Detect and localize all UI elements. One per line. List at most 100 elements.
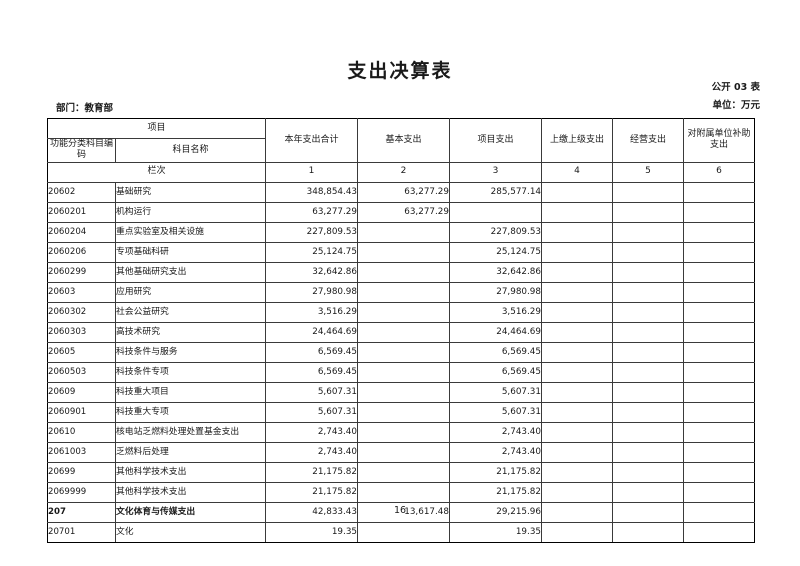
- cell-project-expenditure: 285,577.14: [449, 181, 543, 203]
- cell-operating-expenditure: [612, 381, 685, 403]
- cell-upper-level-expenditure: [541, 321, 614, 343]
- cell-function-code: 2060503: [47, 361, 116, 383]
- cell-function-code: 20610: [47, 421, 116, 443]
- cell-affiliate-subsidy-expenditure: [683, 321, 756, 343]
- table-row: 2060302 社会公益研究 3,516.29 3,516.29: [47, 301, 756, 323]
- cell-subject-name: 乏燃料后处理: [114, 441, 267, 463]
- form-number-label: 公开 03 表: [711, 82, 760, 93]
- cell-operating-expenditure: [612, 341, 685, 363]
- cell-total-expenditure: 227,809.53: [265, 221, 359, 243]
- cell-basic-expenditure: [357, 401, 451, 423]
- cell-subject-name: 其他科学技术支出: [114, 481, 267, 503]
- cell-upper-level-expenditure: [541, 481, 614, 503]
- cell-subject-name: 专项基础科研: [114, 241, 267, 263]
- cell-basic-expenditure: [357, 221, 451, 243]
- cell-total-expenditure: 3,516.29: [265, 301, 359, 323]
- table-row: 2060299 其他基础研究支出 32,642.86 32,642.86: [47, 261, 756, 283]
- cell-operating-expenditure: [612, 221, 685, 243]
- table-header-top-row: 项目 本年支出合计 基本支出 项目支出 上缴上级支出 经营支出 对附属单位补助支…: [46, 118, 756, 163]
- cell-upper-level-expenditure: [541, 401, 614, 423]
- cell-basic-expenditure: [357, 281, 451, 303]
- cell-operating-expenditure: [612, 201, 685, 223]
- cell-upper-level-expenditure: [541, 461, 614, 483]
- cell-upper-level-expenditure: [541, 341, 614, 363]
- cell-project-expenditure: 21,175.82: [449, 481, 543, 503]
- table-lane-row: 栏次 1 2 3 4 5 6: [46, 161, 756, 183]
- cell-function-code: 20609: [47, 381, 116, 403]
- cell-upper-level-expenditure: [541, 201, 614, 223]
- table-row: 20609 科技重大项目 5,607.31 5,607.31: [47, 381, 756, 403]
- cell-affiliate-subsidy-expenditure: [683, 341, 756, 363]
- cell-operating-expenditure: [612, 401, 685, 423]
- header-affiliate-subsidy-expenditure: 对附属单位补助支出: [683, 118, 756, 163]
- lane-label: 栏次: [46, 161, 267, 183]
- lane-number-6: 6: [683, 161, 756, 183]
- cell-function-code: 20605: [47, 341, 116, 363]
- cell-upper-level-expenditure: [541, 421, 614, 443]
- cell-subject-name: 科技重大专项: [114, 401, 267, 423]
- cell-basic-expenditure: [357, 521, 451, 543]
- cell-total-expenditure: 6,569.45: [265, 341, 359, 363]
- cell-basic-expenditure: [357, 341, 451, 363]
- cell-operating-expenditure: [612, 181, 685, 203]
- cell-upper-level-expenditure: [541, 441, 614, 463]
- cell-operating-expenditure: [612, 321, 685, 343]
- table-body: 20602 基础研究 348,854.43 63,277.29 285,577.14 20…: [47, 181, 756, 543]
- cell-affiliate-subsidy-expenditure: [683, 521, 756, 543]
- lane-number-4: 4: [541, 161, 614, 183]
- cell-upper-level-expenditure: [541, 281, 614, 303]
- table-row: 20602 基础研究 348,854.43 63,277.29 285,577.14: [47, 181, 756, 203]
- table-row: 2060503 科技条件专项 6,569.45 6,569.45: [47, 361, 756, 383]
- cell-basic-expenditure: 63,277.29: [357, 181, 451, 203]
- cell-basic-expenditure: [357, 481, 451, 503]
- expenditure-final-accounts-table: 项目 本年支出合计 基本支出 项目支出 上缴上级支出 经营支出 对附属单位补助支…: [46, 118, 756, 543]
- cell-project-expenditure: 6,569.45: [449, 341, 543, 363]
- cell-total-expenditure: 21,175.82: [265, 481, 359, 503]
- cell-upper-level-expenditure: [541, 241, 614, 263]
- cell-function-code: 2060299: [47, 261, 116, 283]
- cell-affiliate-subsidy-expenditure: [683, 221, 756, 243]
- cell-subject-name: 科技条件专项: [114, 361, 267, 383]
- table-row: 2069999 其他科学技术支出 21,175.82 21,175.82: [47, 481, 756, 503]
- cell-affiliate-subsidy-expenditure: [683, 361, 756, 383]
- cell-upper-level-expenditure: [541, 181, 614, 203]
- table-row: 20603 应用研究 27,980.98 27,980.98: [47, 281, 756, 303]
- table-row: 2060206 专项基础科研 25,124.75 25,124.75: [47, 241, 756, 263]
- cell-function-code: 2060204: [47, 221, 116, 243]
- cell-subject-name: 应用研究: [114, 281, 267, 303]
- header-operating-expenditure: 经营支出: [612, 118, 685, 163]
- cell-basic-expenditure: [357, 241, 451, 263]
- cell-affiliate-subsidy-expenditure: [683, 261, 756, 283]
- cell-function-code: 2060201: [47, 201, 116, 223]
- cell-affiliate-subsidy-expenditure: [683, 421, 756, 443]
- cell-affiliate-subsidy-expenditure: [683, 461, 756, 483]
- cell-project-expenditure: 3,516.29: [449, 301, 543, 323]
- header-subject-name: 科目名称: [114, 138, 267, 163]
- header-group-item: 项目: [46, 118, 267, 139]
- lane-number-5: 5: [612, 161, 685, 183]
- cell-operating-expenditure: [612, 241, 685, 263]
- cell-subject-name: 社会公益研究: [114, 301, 267, 323]
- table-row: 2060303 高技术研究 24,464.69 24,464.69: [47, 321, 756, 343]
- cell-total-expenditure: 63,277.29: [265, 201, 359, 223]
- cell-total-expenditure: 25,124.75: [265, 241, 359, 263]
- cell-function-code: 2069999: [47, 481, 116, 503]
- cell-subject-name: 科技条件与服务: [114, 341, 267, 363]
- cell-project-expenditure: 2,743.40: [449, 421, 543, 443]
- cell-affiliate-subsidy-expenditure: [683, 181, 756, 203]
- cell-affiliate-subsidy-expenditure: [683, 281, 756, 303]
- cell-project-expenditure: 5,607.31: [449, 401, 543, 423]
- cell-subject-name: 其他科学技术支出: [114, 461, 267, 483]
- cell-project-expenditure: 227,809.53: [449, 221, 543, 243]
- lane-number-3: 3: [449, 161, 543, 183]
- unit-label: 单位：万元: [712, 100, 760, 111]
- cell-total-expenditure: 27,980.98: [265, 281, 359, 303]
- cell-upper-level-expenditure: [541, 221, 614, 243]
- cell-affiliate-subsidy-expenditure: [683, 241, 756, 263]
- cell-upper-level-expenditure: [541, 361, 614, 383]
- cell-subject-name: 重点实验室及相关设施: [114, 221, 267, 243]
- table-row: 2060201 机构运行 63,277.29 63,277.29: [47, 201, 756, 223]
- cell-project-expenditure: 2,743.40: [449, 441, 543, 463]
- cell-total-expenditure: 24,464.69: [265, 321, 359, 343]
